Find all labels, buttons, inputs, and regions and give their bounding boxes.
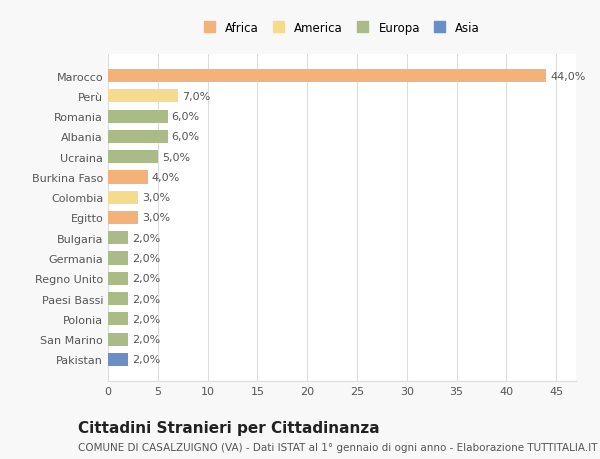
Bar [108,151,158,164]
Bar [108,90,178,103]
Text: 2,0%: 2,0% [132,334,160,344]
Text: 2,0%: 2,0% [132,274,160,284]
Bar [108,110,168,123]
Bar [108,232,128,245]
Bar [108,130,168,144]
Text: 2,0%: 2,0% [132,233,160,243]
Text: 7,0%: 7,0% [182,92,210,102]
Text: 5,0%: 5,0% [162,152,190,162]
Bar [108,353,128,366]
Legend: Africa, America, Europa, Asia: Africa, America, Europa, Asia [204,22,480,35]
Text: 6,0%: 6,0% [172,132,200,142]
Text: 4,0%: 4,0% [152,173,180,183]
Bar [108,272,128,285]
Text: 44,0%: 44,0% [550,72,586,81]
Text: 2,0%: 2,0% [132,253,160,263]
Text: 6,0%: 6,0% [172,112,200,122]
Bar [108,313,128,326]
Text: 2,0%: 2,0% [132,355,160,364]
Bar [108,171,148,184]
Text: 2,0%: 2,0% [132,294,160,304]
Text: 2,0%: 2,0% [132,314,160,324]
Bar [108,292,128,306]
Bar [108,70,546,83]
Text: Cittadini Stranieri per Cittadinanza: Cittadini Stranieri per Cittadinanza [78,420,380,435]
Text: 3,0%: 3,0% [142,193,170,203]
Bar [108,191,138,204]
Text: COMUNE DI CASALZUIGNO (VA) - Dati ISTAT al 1° gennaio di ogni anno - Elaborazion: COMUNE DI CASALZUIGNO (VA) - Dati ISTAT … [78,442,598,452]
Bar [108,252,128,265]
Bar [108,212,138,224]
Text: 3,0%: 3,0% [142,213,170,223]
Bar [108,333,128,346]
